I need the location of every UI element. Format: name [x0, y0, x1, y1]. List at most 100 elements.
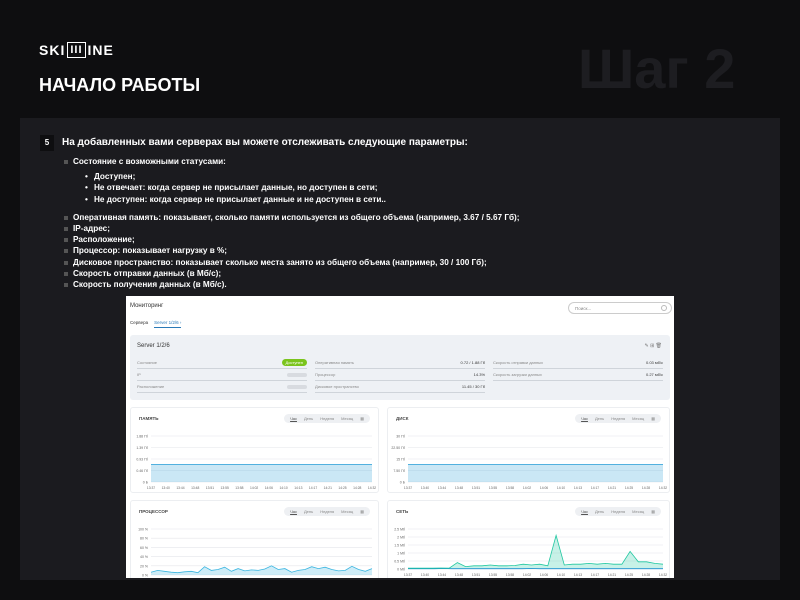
calendar-icon[interactable]: ▦ [360, 509, 364, 514]
crumb-server[interactable]: Server 1/2/6 › [154, 320, 182, 328]
y-tick-label: 15 Гб [396, 458, 405, 462]
y-tick-label: 2.5 Мб [394, 528, 405, 532]
tab-period[interactable]: Месяц [341, 416, 354, 421]
y-tick-label: 0 Б [400, 481, 406, 485]
series-area [151, 565, 372, 575]
x-tick-label: 13:55 [221, 486, 229, 490]
list-item: Скорость отправки данных (в Мб/с); [64, 268, 519, 279]
field-value: 0.03 мб/с [645, 360, 663, 365]
tab-period[interactable]: Час [290, 416, 297, 421]
tab-period[interactable]: День [303, 416, 314, 421]
y-tick-label: 0.93 Гб [136, 458, 148, 462]
x-tick-label: 14:17 [591, 486, 599, 490]
search-input[interactable]: Поиск... [568, 302, 672, 314]
x-tick-label: 14:10 [279, 486, 287, 490]
server-actions[interactable]: ✎ ⊞ 🗑 [644, 343, 662, 349]
field-label: Процессор [315, 372, 336, 377]
y-tick-label: 2 Мб [397, 536, 405, 540]
tab-period[interactable]: Месяц [632, 416, 645, 421]
x-tick-label: 14:32 [659, 573, 667, 577]
y-tick-label: 1.88 Гб [136, 435, 148, 439]
calendar-icon[interactable]: ▦ [360, 416, 364, 421]
period-tabs: Час День Неделя Месяц ▦ [284, 414, 370, 423]
field-label: Расположение [137, 384, 165, 389]
tab-period[interactable]: День [303, 509, 314, 514]
list-item: Состояние с возможными статусами: Доступ… [64, 156, 519, 205]
y-tick-label: 22.50 Гб [391, 446, 405, 450]
y-tick-label: 60 % [140, 546, 148, 550]
tab-period[interactable]: Неделя [320, 416, 335, 421]
status-item: Не доступен: когда сервер не присылает д… [85, 194, 519, 205]
x-tick-label: 13:48 [455, 486, 463, 490]
tab-period[interactable]: Неделя [320, 509, 335, 514]
status-item: Доступен; [85, 171, 519, 182]
y-tick-label: 1.39 Гб [136, 446, 148, 450]
logo-text: INE [87, 42, 114, 58]
x-tick-label: 13:51 [472, 573, 480, 577]
server-field: Скорость отправки данных 0.03 мб/с [493, 357, 663, 369]
series-area [151, 464, 372, 482]
y-tick-label: 0.5 Мб [394, 560, 405, 564]
calendar-icon[interactable]: ▦ [651, 509, 655, 514]
x-tick-label: 13:55 [489, 486, 497, 490]
tab-period[interactable]: Месяц [341, 509, 354, 514]
series-area [408, 464, 663, 482]
x-tick-label: 14:06 [540, 486, 548, 490]
x-tick-label: 14:13 [294, 486, 302, 490]
page-title: НАЧАЛО РАБОТЫ [39, 75, 201, 95]
x-tick-label: 14:06 [265, 486, 273, 490]
x-tick-label: 13:40 [162, 486, 170, 490]
search-icon[interactable] [661, 305, 667, 311]
x-tick-label: 14:21 [608, 486, 616, 490]
x-tick-label: 14:13 [574, 573, 582, 577]
chart-plot: 30 Гб 22.50 Гб 15 Гб 7.50 Гб 0 Б13:37 13:40 13… [391, 435, 667, 491]
tab-period[interactable]: Неделя [611, 509, 626, 514]
y-tick-label: 0 Мб [397, 568, 405, 572]
tab-period[interactable]: Месяц [632, 509, 645, 514]
field-label: Скорость загрузки данных [493, 372, 542, 377]
y-tick-label: 30 Гб [396, 435, 405, 439]
brand-logo: SKI III INE [39, 42, 114, 58]
network-chart-card: СЕТЬ Час День Неделя Месяц ▦ 2.5 Мб 2 Мб 1.5 Мб 1… [387, 500, 670, 578]
server-field: Скорость загрузки данных 0.27 мб/с [493, 369, 663, 381]
y-tick-label: 0 Б [143, 481, 149, 485]
y-tick-label: 100 % [138, 528, 148, 532]
tab-period[interactable]: День [594, 416, 605, 421]
x-tick-label: 14:17 [309, 486, 317, 490]
x-tick-label: 14:17 [591, 573, 599, 577]
redacted-value [287, 372, 307, 377]
server-field: IP [137, 369, 307, 381]
status-badge: Доступен [281, 359, 307, 366]
series-line [408, 533, 664, 569]
list-item: Процессор: показывает нагрузку в %; [64, 245, 519, 256]
x-tick-label: 14:32 [659, 486, 667, 490]
x-tick-label: 13:37 [404, 573, 412, 577]
y-tick-label: 0 % [142, 574, 148, 578]
tab-period[interactable]: Час [581, 416, 588, 421]
x-tick-label: 13:37 [404, 486, 412, 490]
period-tabs: Час День Неделя Месяц ▦ [284, 507, 370, 516]
app-screenshot: Мониторинг Поиск... Сервера Server 1/2/6 … [126, 296, 674, 578]
logo-text: SKI [39, 42, 66, 58]
series-area [408, 535, 663, 569]
y-tick-label: 1.5 Мб [394, 544, 405, 548]
field-value: 11.45 / 30 Гб [461, 384, 485, 389]
calendar-icon[interactable]: ▦ [651, 416, 655, 421]
tab-period[interactable]: Час [290, 509, 297, 514]
tab-period[interactable]: Неделя [611, 416, 626, 421]
tab-period[interactable]: День [594, 509, 605, 514]
x-tick-label: 14:02 [523, 486, 531, 490]
redacted-value [287, 384, 307, 389]
list-item: Расположение; [64, 234, 519, 245]
series-line [150, 565, 373, 574]
x-tick-label: 13:58 [506, 573, 514, 577]
server-field: Дисковое пространство 11.45 / 30 Гб [315, 381, 485, 393]
list-item: Скорость получения данных (в Мб/с). [64, 279, 519, 290]
crumb-servers[interactable]: Сервера [130, 320, 149, 325]
x-tick-label: 13:44 [176, 486, 184, 490]
server-field: Расположение [137, 381, 307, 393]
tab-period[interactable]: Час [581, 509, 588, 514]
x-tick-label: 14:25 [338, 486, 346, 490]
x-tick-label: 14:10 [557, 486, 565, 490]
server-name: Server 1/2/6 [137, 343, 170, 349]
